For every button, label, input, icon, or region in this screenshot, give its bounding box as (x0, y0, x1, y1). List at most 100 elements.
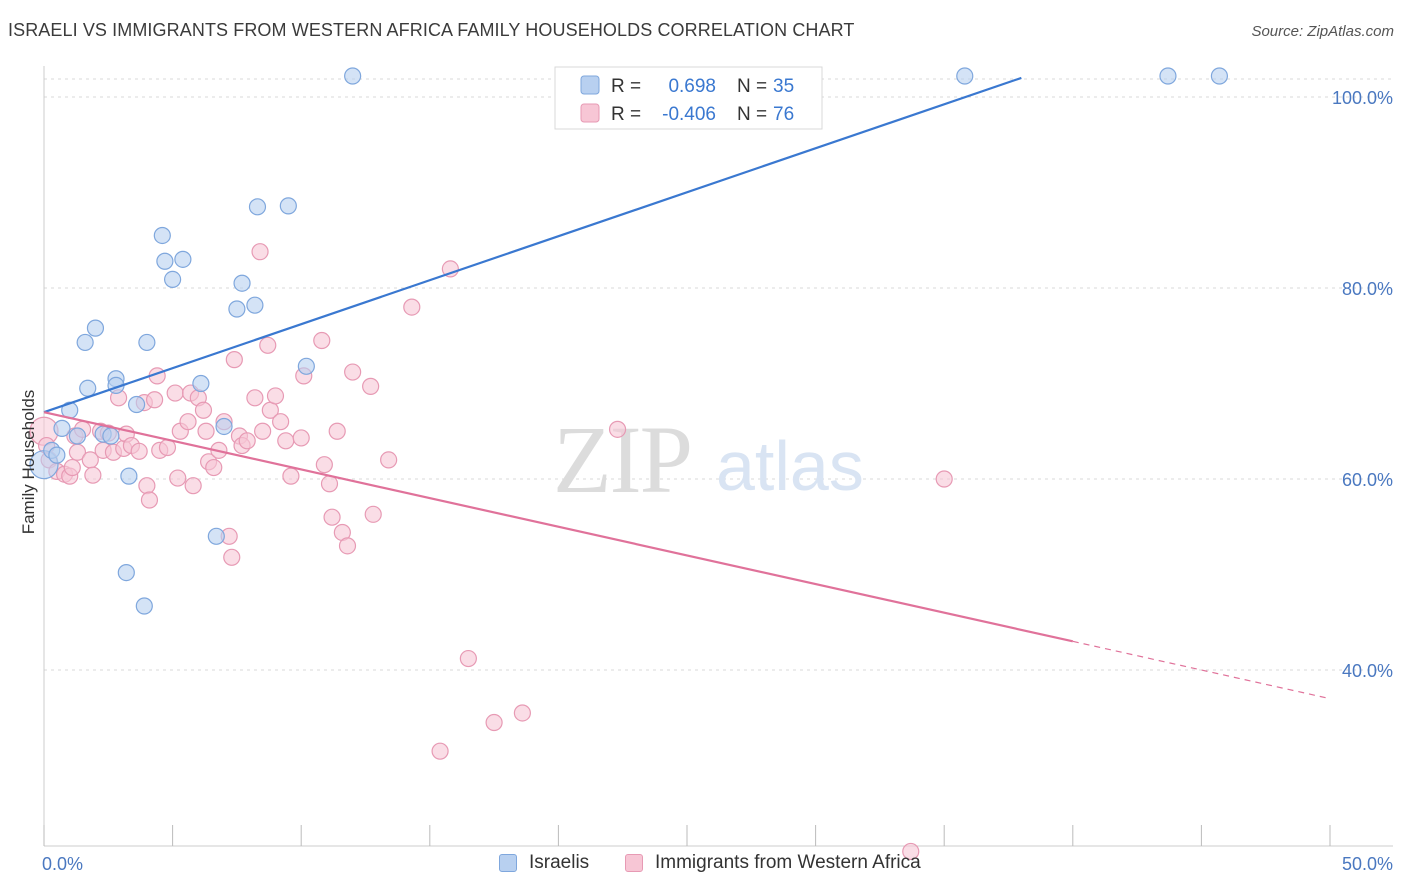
western-africa-point-31[interactable] (179, 413, 197, 431)
western-africa-point-64[interactable] (338, 537, 357, 555)
western-africa-point-74[interactable] (431, 742, 449, 760)
legend-item-israelis[interactable]: Israelis (499, 852, 589, 874)
western-africa-point-20[interactable] (130, 442, 148, 460)
israelis-point-7[interactable] (79, 379, 97, 397)
western-africa-point-50[interactable] (259, 336, 277, 354)
western-africa-point-33[interactable] (184, 477, 202, 495)
israelis-point-28[interactable] (248, 198, 267, 216)
israelis-point-33[interactable] (1159, 67, 1177, 85)
western-africa-point-73[interactable] (513, 704, 531, 722)
stats-legend-swatch-blue (580, 75, 600, 95)
israelis-point-5[interactable] (68, 427, 87, 445)
bottom-legend: Israelis Immigrants from Western Africa (0, 848, 1406, 882)
legend-item-western-africa[interactable]: Immigrants from Western Africa (625, 852, 921, 874)
western-africa-point-55[interactable] (282, 467, 300, 485)
western-africa-point-24[interactable] (145, 391, 164, 409)
stats-r-value-pink: -0.406 (662, 104, 716, 125)
stats-n-label-blue: N = (737, 76, 767, 97)
israelis-point-10[interactable] (102, 427, 120, 445)
western-africa-point-6[interactable] (63, 458, 81, 477)
y-tick-label-100: 100.0% (1332, 88, 1393, 108)
legend-label-israelis: Israelis (529, 852, 590, 873)
israelis-point-13[interactable] (117, 563, 135, 582)
watermark-atlas: atlas (716, 427, 864, 505)
legend-label-western-africa: Immigrants from Western Africa (655, 852, 921, 873)
israelis-point-32[interactable] (956, 67, 974, 85)
y-tick-label-80: 80.0% (1342, 279, 1393, 299)
trend-lines (43, 76, 1331, 700)
israelis-trend-line (43, 76, 1022, 414)
stats-n-label-pink: N = (737, 104, 767, 125)
western-africa-point-54[interactable] (277, 432, 295, 450)
western-africa-point-38[interactable] (205, 458, 223, 477)
western-africa-point-22[interactable] (138, 477, 156, 495)
stats-legend-swatch-pink (580, 103, 600, 123)
western-africa-point-65[interactable] (344, 363, 362, 381)
western-africa-point-23[interactable] (140, 491, 159, 509)
western-africa-point-53[interactable] (272, 413, 290, 431)
western-africa-point-36[interactable] (197, 422, 215, 440)
stats-r-value-blue: 0.698 (668, 76, 716, 97)
western-africa-point-46[interactable] (238, 432, 256, 450)
israelis-point-21[interactable] (174, 250, 192, 268)
western-africa-point-61[interactable] (323, 508, 341, 526)
western-africa-point-62[interactable] (328, 422, 346, 440)
israelis-point-34[interactable] (1210, 67, 1229, 85)
western-africa-point-28[interactable] (166, 384, 184, 402)
israelis-point-6[interactable] (76, 333, 94, 352)
israelis-point-26[interactable] (233, 274, 251, 292)
western-africa-point-75[interactable] (608, 420, 627, 438)
y-axis-label: Family Households (19, 390, 38, 535)
western-africa-point-49[interactable] (254, 422, 272, 440)
israelis-point-31[interactable] (344, 67, 362, 85)
source-label: Source: ZipAtlas.com (1251, 23, 1394, 40)
israelis-point-16[interactable] (135, 597, 153, 615)
western-africa-point-35[interactable] (194, 401, 213, 419)
israelis-point-3[interactable] (53, 419, 71, 437)
stats-r-label-blue: R = (611, 76, 641, 97)
western-africa-point-42[interactable] (223, 548, 241, 566)
x-tick-label-50: 50.0% (1342, 854, 1393, 874)
israelis-point-19[interactable] (156, 252, 174, 270)
israelis-point-8[interactable] (86, 319, 105, 337)
western-africa-point-72[interactable] (485, 713, 503, 732)
western-africa-point-52[interactable] (266, 387, 285, 405)
western-africa-point-11[interactable] (84, 466, 102, 484)
israelis-point-20[interactable] (164, 270, 182, 289)
western-africa-point-47[interactable] (246, 389, 264, 407)
israelis-point-24[interactable] (215, 417, 233, 436)
western-africa-point-59[interactable] (315, 456, 333, 474)
western-africa-point-68[interactable] (380, 451, 398, 469)
watermark: ZIP atlas (553, 406, 864, 513)
western-africa-point-48[interactable] (251, 243, 269, 261)
israelis-point-27[interactable] (246, 296, 264, 314)
data-points (29, 67, 1229, 861)
israelis-point-14[interactable] (120, 467, 138, 485)
israelis-point-2[interactable] (48, 446, 66, 464)
western-africa-trend-line (43, 411, 1074, 643)
israelis-point-18[interactable] (153, 226, 171, 245)
legend-swatch-western-africa (625, 854, 643, 872)
x-tick-label-0: 0.0% (42, 854, 83, 874)
israelis-point-22[interactable] (192, 374, 210, 393)
israelis-point-25[interactable] (228, 300, 246, 318)
western-africa-point-71[interactable] (459, 649, 477, 668)
western-africa-point-67[interactable] (364, 505, 382, 523)
western-africa-point-43[interactable] (225, 351, 243, 369)
chart-title: ISRAELI VS IMMIGRANTS FROM WESTERN AFRIC… (8, 20, 855, 40)
y-tick-labels: 100.0% 80.0% 60.0% 40.0% (1332, 88, 1393, 681)
western-africa-point-29[interactable] (169, 469, 187, 487)
western-africa-point-76[interactable] (935, 470, 953, 488)
western-africa-point-77[interactable] (902, 842, 920, 861)
western-africa-point-66[interactable] (362, 377, 380, 395)
israelis-point-29[interactable] (279, 197, 297, 215)
western-africa-point-69[interactable] (403, 298, 421, 316)
israelis-point-30[interactable] (297, 357, 315, 375)
western-africa-point-58[interactable] (313, 331, 331, 350)
western-africa-point-56[interactable] (292, 429, 310, 447)
israelis-point-15[interactable] (127, 395, 146, 414)
western-africa-point-60[interactable] (320, 475, 339, 493)
legend-swatch-israelis (499, 854, 517, 872)
israelis-point-17[interactable] (138, 333, 156, 352)
israelis-point-23[interactable] (207, 527, 225, 545)
